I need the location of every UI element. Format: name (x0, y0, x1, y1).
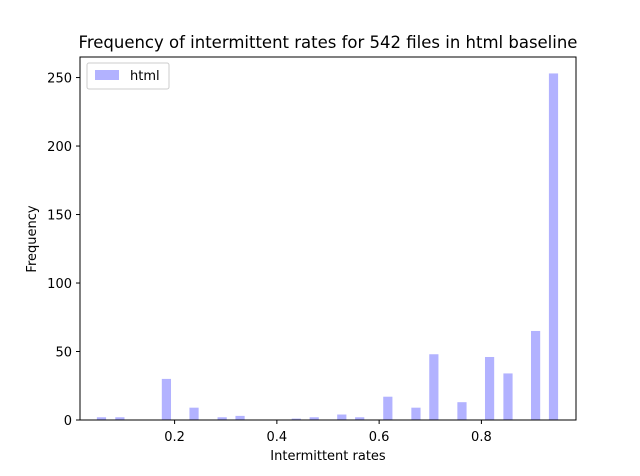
y-tick-label: 150 (47, 209, 72, 224)
x-tick-label: 0.2 (164, 430, 185, 445)
bar (337, 414, 347, 420)
legend-label: html (130, 69, 160, 84)
bar (115, 417, 125, 420)
bar (235, 415, 245, 420)
y-ticks: 0 50 100 150 200 250 (47, 72, 80, 429)
x-tick-label: 0.8 (471, 430, 492, 445)
bar (355, 417, 365, 420)
y-tick-label: 50 (55, 346, 72, 361)
legend-swatch (95, 70, 119, 80)
bar (457, 402, 467, 420)
bar (96, 417, 107, 420)
chart-title: Frequency of intermittent rates for 542 … (79, 33, 578, 52)
bar (548, 73, 559, 420)
bar (291, 418, 301, 420)
legend: html (86, 62, 170, 90)
y-tick-label: 200 (47, 140, 72, 155)
bar (383, 396, 393, 420)
bar (484, 356, 495, 420)
y-tick-label: 250 (47, 72, 72, 87)
bar (309, 417, 319, 420)
y-tick-label: 0 (64, 414, 72, 429)
bar (531, 330, 541, 420)
x-tick-label: 0.6 (369, 430, 390, 445)
bar (189, 407, 199, 420)
y-axis-label: Frequency (25, 205, 40, 272)
y-tick-label: 100 (47, 277, 72, 292)
x-ticks: 0.2 0.4 0.6 0.8 (164, 420, 492, 445)
bar (411, 407, 421, 420)
bar (217, 417, 227, 420)
plot-frame (79, 56, 577, 421)
x-axis-label: Intermittent rates (270, 449, 386, 464)
x-tick-label: 0.4 (267, 430, 288, 445)
legend-box (86, 62, 170, 90)
bar (161, 378, 172, 420)
bars-layer (96, 73, 559, 420)
bar (429, 354, 439, 420)
bar (503, 373, 513, 420)
